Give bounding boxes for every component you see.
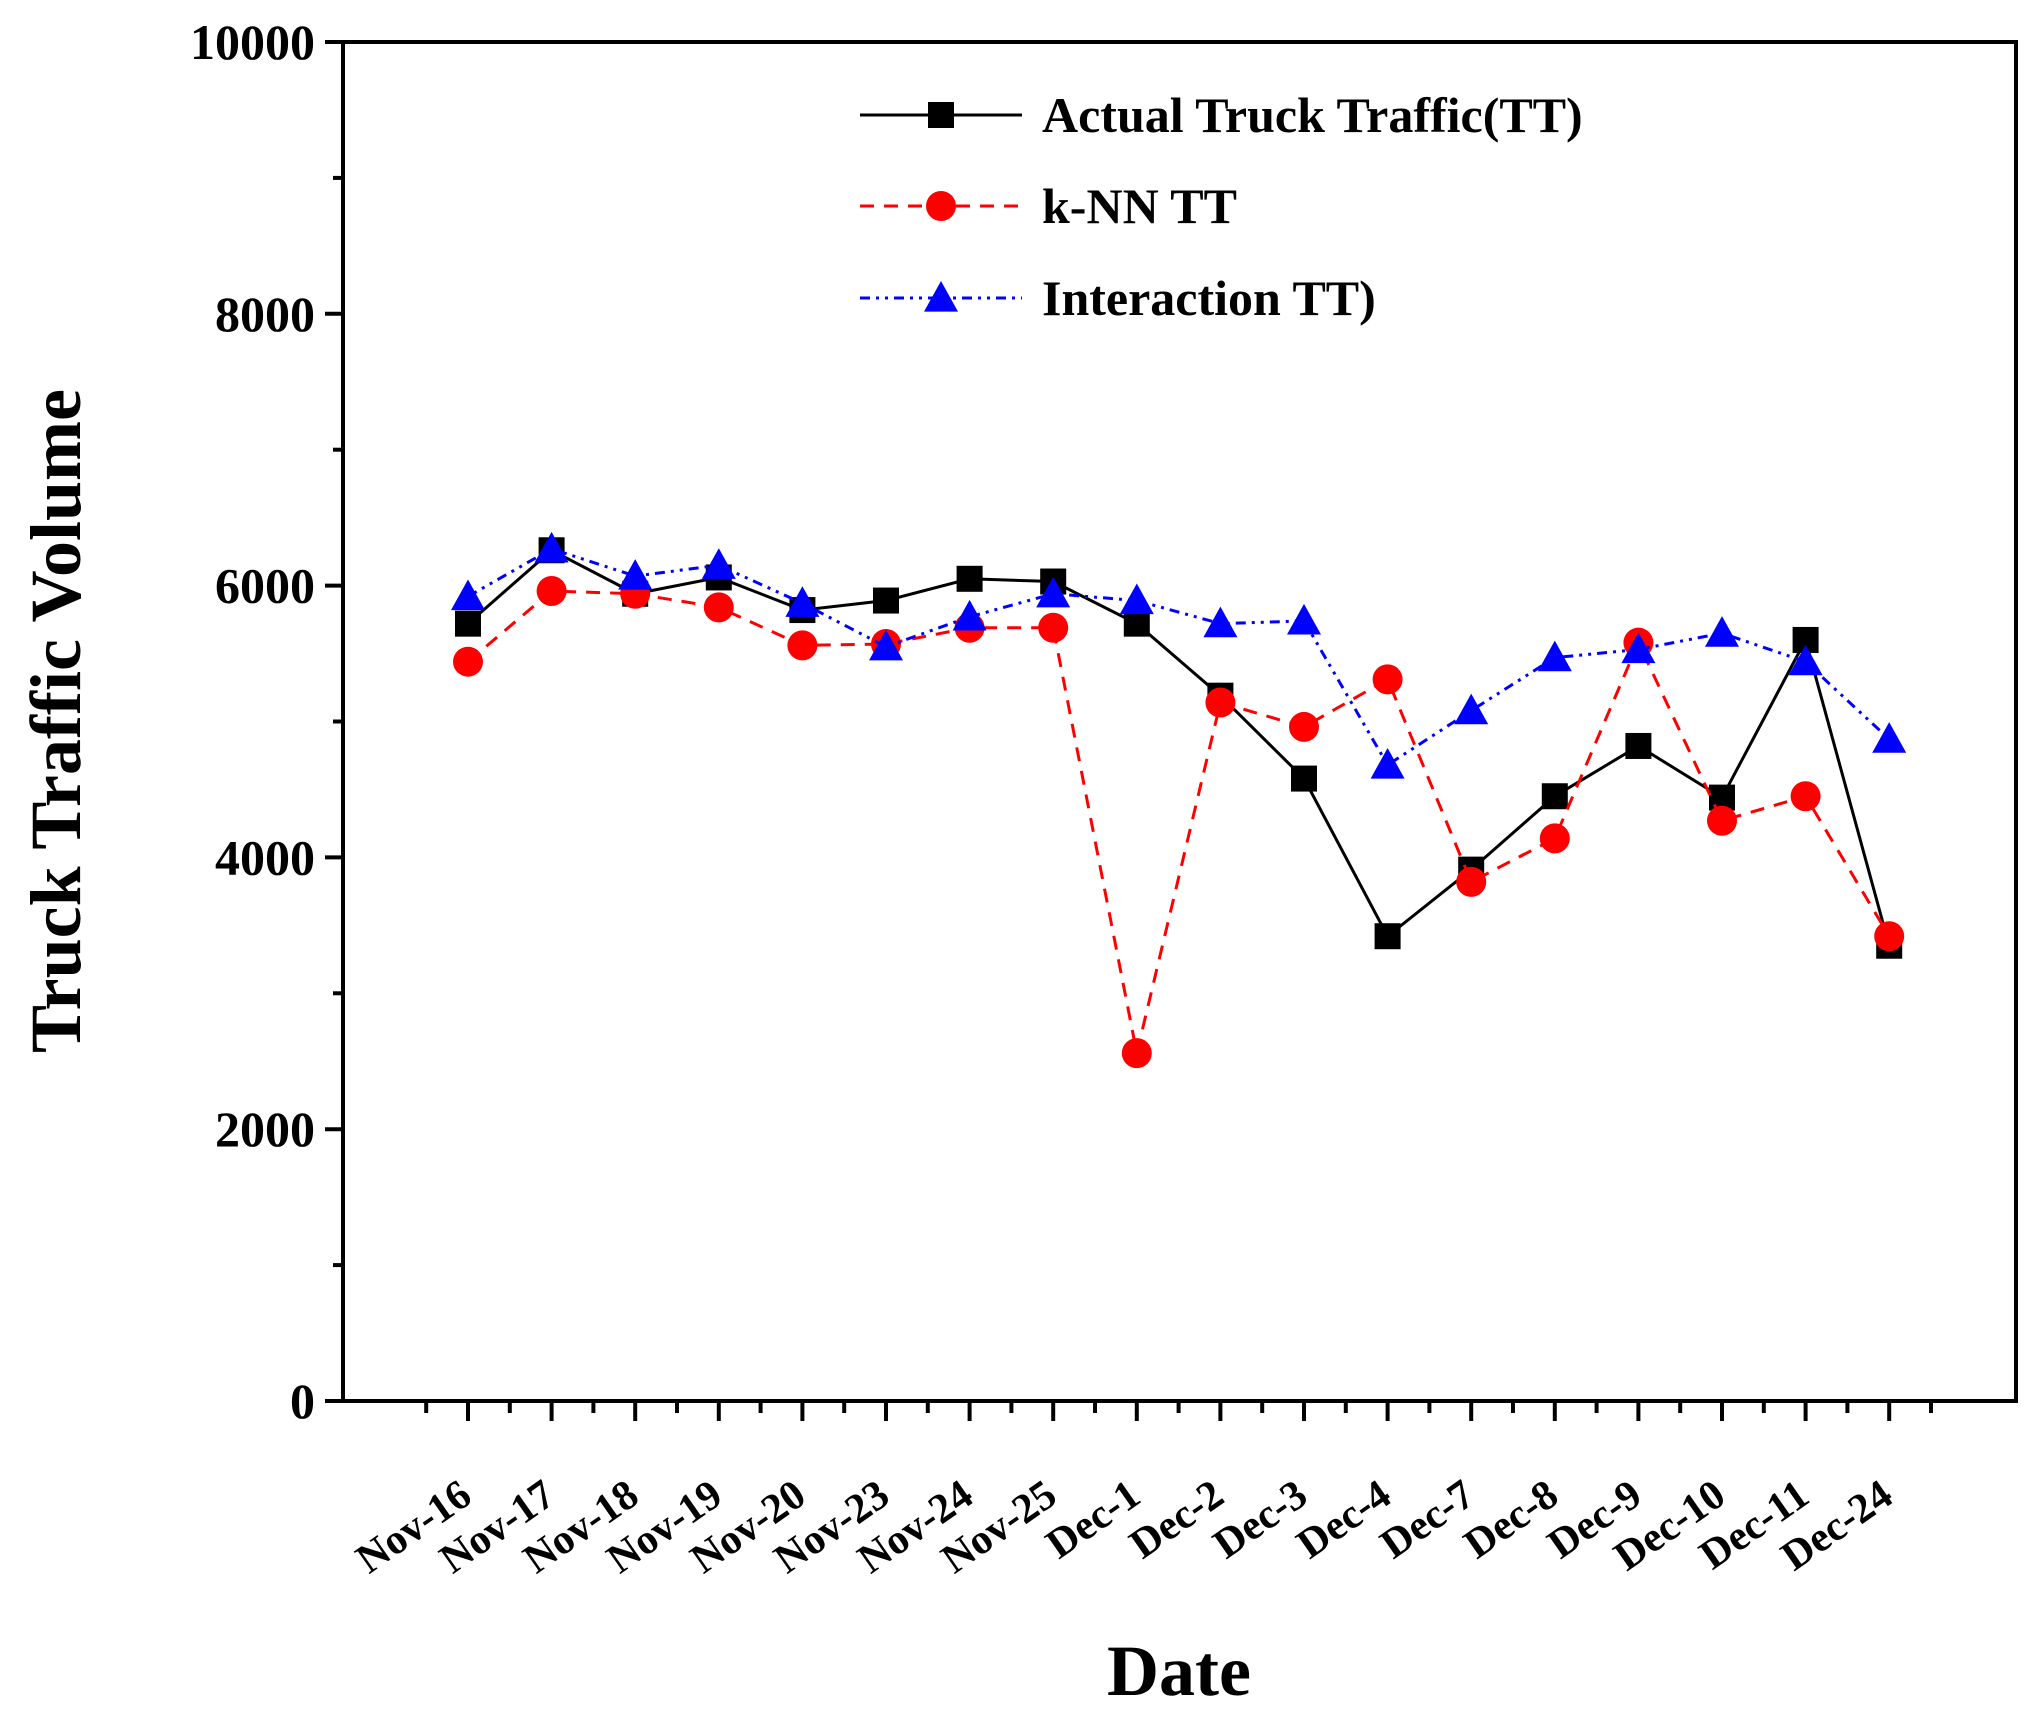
data-point [455,610,481,637]
data-point [873,587,899,614]
data-point [1541,783,1568,810]
data-point [1370,747,1405,779]
data-point [536,576,567,607]
series-3 [451,531,1907,779]
data-point [869,629,903,661]
data-point [701,548,736,579]
legend-item: k-NN TT [860,178,1237,234]
data-point [785,586,820,617]
data-point [1374,923,1401,950]
legend-marker [928,102,954,128]
y-tick-label: 8000 [215,286,315,342]
data-point [1203,606,1238,638]
y-axis: 0 2000 4000 6000 8000 10000 [190,14,343,1429]
y-axis-title: Truck Traffic Volume [16,389,96,1053]
data-point [787,630,818,661]
legend-item: Interaction TT) [860,270,1376,326]
legend: Actual Truck Traffic(TT) k-NN TT Interacti… [860,87,1583,326]
data-point [1625,732,1652,759]
series-line [467,548,1891,947]
legend-item: Actual Truck Traffic(TT) [860,87,1583,143]
data-point [1289,711,1319,742]
series-1 [455,537,1903,959]
x-tick-label: Dec-2 [1122,1472,1232,1569]
series-line [467,547,1891,768]
x-axis: Nov-16Nov-17Nov-18Nov-19Nov-20Nov-23Nov-… [348,1401,1933,1583]
plot-frame [341,40,2018,1403]
data-point [1123,610,1150,637]
y-tick-label: 10000 [190,14,315,70]
data-point [1621,632,1656,664]
x-axis-title: Date [1107,1631,1251,1709]
series-2 [453,576,1905,1069]
data-point [952,599,987,631]
legend-label: k-NN TT [1042,178,1237,234]
data-point [453,646,483,677]
x-tick-label: Dec-8 [1456,1472,1566,1569]
data-point [451,579,485,611]
data-point [1456,866,1487,897]
data-point [1119,583,1154,615]
data-point [618,559,653,590]
y-tick-label: 0 [290,1373,315,1429]
data-point [1121,1038,1152,1069]
y-tick-label: 6000 [215,558,315,614]
data-point [1874,921,1905,952]
series-layer [451,531,1907,1069]
data-point [1038,612,1069,643]
data-point [1287,603,1321,635]
data-point [1537,640,1572,672]
data-point [1205,687,1236,718]
y-tick-label: 2000 [215,1101,315,1157]
data-point [1790,781,1821,812]
data-point [1872,722,1907,753]
data-point [1291,765,1317,792]
data-point [1707,805,1737,836]
data-point [1372,664,1403,695]
x-tick-label: Dec-1 [1038,1472,1148,1569]
x-tick-label: Dec-4 [1289,1472,1399,1569]
data-point [1454,693,1489,725]
x-tick-label: Dec-3 [1205,1472,1315,1569]
data-point [703,592,734,623]
legend-marker [926,191,956,221]
data-point [534,531,569,563]
data-point [1788,644,1823,676]
series-line [467,589,1891,1054]
data-point [1705,616,1739,647]
data-point [1036,576,1071,608]
legend-label: Actual Truck Traffic(TT) [1042,87,1583,143]
legend-marker [924,281,958,312]
legend-label: Interaction TT) [1042,270,1376,326]
y-tick-label: 4000 [215,829,315,885]
x-tick-label: Dec-7 [1372,1472,1482,1569]
data-point [956,565,983,592]
data-point [1539,823,1570,854]
